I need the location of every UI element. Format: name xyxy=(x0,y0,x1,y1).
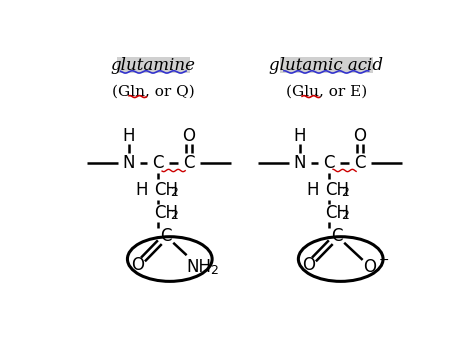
Text: C: C xyxy=(331,227,343,245)
Text: O: O xyxy=(364,258,376,276)
Text: glutamine: glutamine xyxy=(111,56,196,73)
Ellipse shape xyxy=(127,237,212,281)
Text: H: H xyxy=(135,181,147,199)
Text: 2: 2 xyxy=(210,264,218,277)
Text: C: C xyxy=(354,154,366,172)
Text: O: O xyxy=(183,127,196,145)
Text: C: C xyxy=(153,154,164,172)
Text: C: C xyxy=(160,227,172,245)
Text: 2: 2 xyxy=(341,210,349,222)
FancyBboxPatch shape xyxy=(117,56,190,73)
FancyBboxPatch shape xyxy=(280,56,373,73)
Text: O: O xyxy=(131,256,144,274)
Text: −: − xyxy=(379,254,389,267)
Text: NH: NH xyxy=(187,258,212,276)
Text: C: C xyxy=(323,154,335,172)
Text: 2: 2 xyxy=(170,186,178,199)
Text: (Gln, or Q): (Gln, or Q) xyxy=(112,84,195,98)
Text: CH: CH xyxy=(325,181,349,199)
Text: CH: CH xyxy=(325,204,349,222)
Text: O: O xyxy=(353,127,366,145)
Text: H: H xyxy=(306,181,319,199)
Ellipse shape xyxy=(299,237,383,281)
Text: O: O xyxy=(302,256,315,274)
Text: H: H xyxy=(293,127,306,145)
Text: H: H xyxy=(123,127,135,145)
Text: 2: 2 xyxy=(170,210,178,222)
Text: N: N xyxy=(293,154,306,172)
Text: C: C xyxy=(183,154,195,172)
Text: N: N xyxy=(123,154,135,172)
Text: CH: CH xyxy=(154,181,178,199)
Text: (Glu, or E): (Glu, or E) xyxy=(285,84,367,98)
Text: CH: CH xyxy=(154,204,178,222)
Text: 2: 2 xyxy=(341,186,349,199)
Text: glutamic acid: glutamic acid xyxy=(270,56,383,73)
